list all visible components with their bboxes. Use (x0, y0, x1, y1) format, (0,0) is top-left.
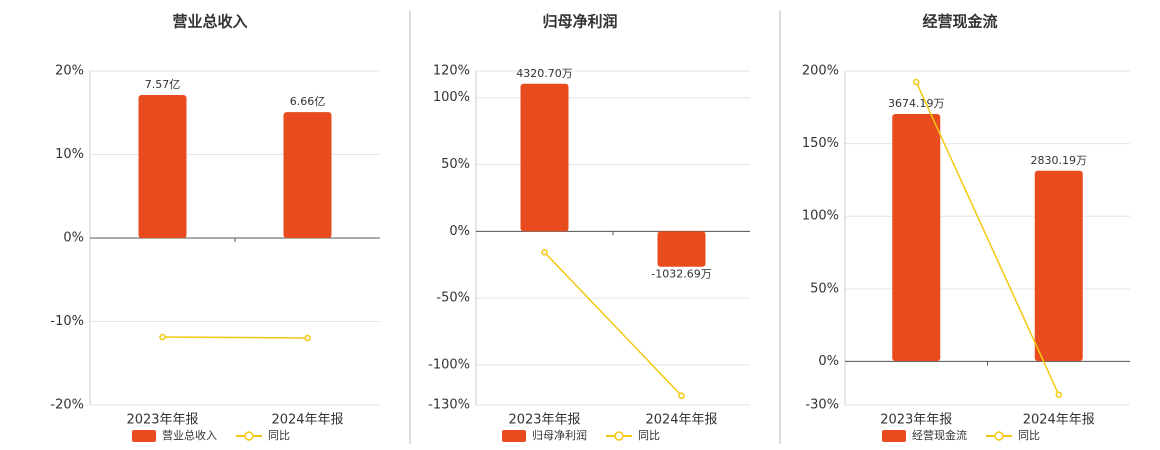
y-tick-label: 20% (55, 64, 84, 79)
y-tick-label: -30% (805, 398, 839, 413)
y-tick-label: 100% (802, 209, 839, 224)
bar (520, 83, 569, 232)
bar (1034, 170, 1083, 362)
y-tick-label: 120% (433, 64, 470, 79)
legend-swatch (882, 430, 906, 442)
y-tick-label: 50% (441, 157, 470, 172)
data-label: 4320.70万 (516, 67, 573, 80)
line-point (304, 334, 311, 342)
legend-label: 营业总收入 (162, 428, 217, 442)
data-label: 6.66亿 (290, 95, 326, 108)
legend-label: 同比 (1018, 429, 1040, 442)
legend-swatch (132, 430, 156, 442)
y-tick-label: 0% (818, 354, 839, 369)
legend-label: 同比 (638, 429, 660, 442)
x-tick-label: 2023年年报 (880, 413, 952, 428)
bar (283, 112, 332, 238)
legend-swatch (614, 431, 624, 441)
line-point (1055, 391, 1062, 398)
legend-label: 归母净利润 (532, 428, 587, 442)
line-point (159, 333, 166, 341)
y-tick-label: -20% (50, 398, 84, 413)
x-tick-label: 2023年年报 (126, 413, 198, 428)
y-tick-label: 10% (55, 147, 84, 162)
bar (138, 94, 187, 238)
x-tick-label: 2024年年报 (271, 413, 343, 428)
data-label: 2830.19万 (1031, 154, 1088, 167)
legend-label: 同比 (268, 429, 290, 442)
y-tick-label: -10% (50, 314, 84, 329)
y-tick-label: -100% (428, 357, 470, 372)
line-point (678, 392, 685, 399)
line-point (541, 249, 548, 256)
bar (892, 114, 941, 362)
y-tick-label: 200% (802, 64, 839, 79)
data-label: 7.57亿 (145, 78, 181, 91)
line (915, 81, 1060, 396)
y-tick-label: -50% (436, 291, 470, 306)
line (543, 251, 683, 397)
chart-title: 营业总收入 (172, 13, 247, 31)
y-tick-label: -130% (428, 398, 470, 413)
line (162, 336, 308, 339)
y-tick-label: 150% (802, 136, 839, 151)
data-label: -1032.69万 (651, 268, 711, 281)
chart-title: 经营现金流 (922, 13, 997, 31)
line-point (913, 78, 920, 86)
legend-swatch (502, 430, 526, 442)
y-tick-label: 50% (810, 281, 839, 296)
legend-label: 经营现金流 (912, 428, 967, 442)
data-label: 3674.19万 (888, 97, 945, 110)
y-tick-label: 0% (63, 231, 84, 246)
x-tick-label: 2023年年报 (508, 413, 580, 428)
chart-title: 归母净利润 (542, 13, 617, 31)
x-tick-label: 2024年年报 (645, 413, 717, 428)
legend-swatch (994, 431, 1004, 441)
x-tick-label: 2024年年报 (1023, 413, 1095, 428)
y-tick-label: 0% (449, 224, 470, 239)
y-tick-label: 100% (433, 90, 470, 105)
legend-swatch (244, 431, 254, 441)
bar (657, 231, 706, 267)
